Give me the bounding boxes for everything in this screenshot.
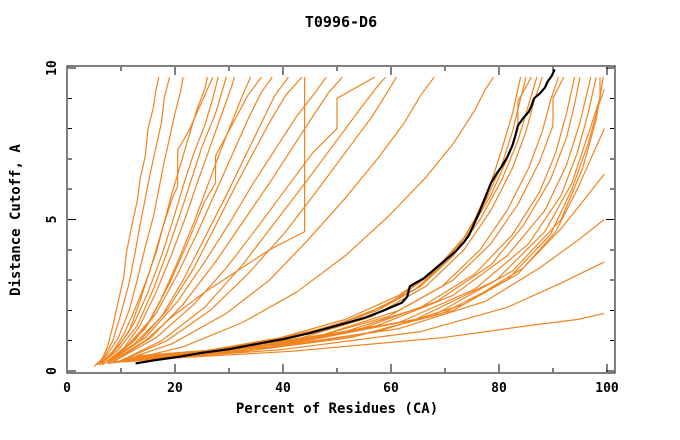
model-curve [93, 76, 160, 367]
plot-title: T0996-D6 [305, 13, 377, 31]
model-curve [112, 76, 376, 363]
y-tick-label: 0 [45, 367, 60, 375]
model-curve [123, 128, 605, 363]
model-curve [131, 219, 605, 360]
model-curve [104, 76, 262, 364]
axes-layer: 0 20 40 60 80 100 0 5 10 [45, 60, 619, 396]
model-curve [96, 76, 184, 366]
model-curve [98, 76, 208, 366]
target-curve [135, 69, 556, 365]
x-tick-label: 20 [167, 381, 183, 396]
y-axis-label: Distance Cutoff, A [8, 144, 24, 296]
model-curve [107, 76, 527, 364]
model-curve [118, 76, 387, 363]
model-curve [101, 76, 235, 366]
x-tick-label: 100 [595, 381, 619, 396]
model-curve [134, 77, 601, 358]
model-curve [109, 77, 306, 363]
model-curve [131, 312, 605, 361]
model-curve [107, 76, 303, 364]
model-curve [129, 76, 592, 360]
model-curve [99, 76, 227, 366]
model-curve [118, 76, 543, 363]
model-curve [118, 76, 397, 363]
x-tick-label: 0 [63, 381, 71, 396]
model-curve [101, 76, 219, 364]
model-curve [120, 76, 495, 363]
curves-layer [93, 69, 605, 367]
model-curve [120, 76, 565, 361]
model-curve [96, 76, 171, 366]
model-curve [126, 261, 605, 361]
x-axis-label: Percent of Residues (CA) [236, 401, 438, 417]
model-curve [126, 173, 605, 361]
axis-box [66, 65, 616, 374]
model-curve [107, 76, 289, 363]
model-curve [118, 76, 435, 363]
model-curve [107, 76, 273, 363]
model-curve [137, 77, 604, 357]
x-tick-label: 40 [275, 381, 291, 396]
x-tick-label: 60 [383, 381, 399, 396]
model-curve [131, 76, 597, 360]
y-tick-label: 10 [45, 60, 60, 76]
model-curve [112, 76, 343, 363]
model-curve [107, 76, 327, 363]
y-tick-label: 5 [45, 216, 60, 224]
x-tick-label: 80 [491, 381, 507, 396]
